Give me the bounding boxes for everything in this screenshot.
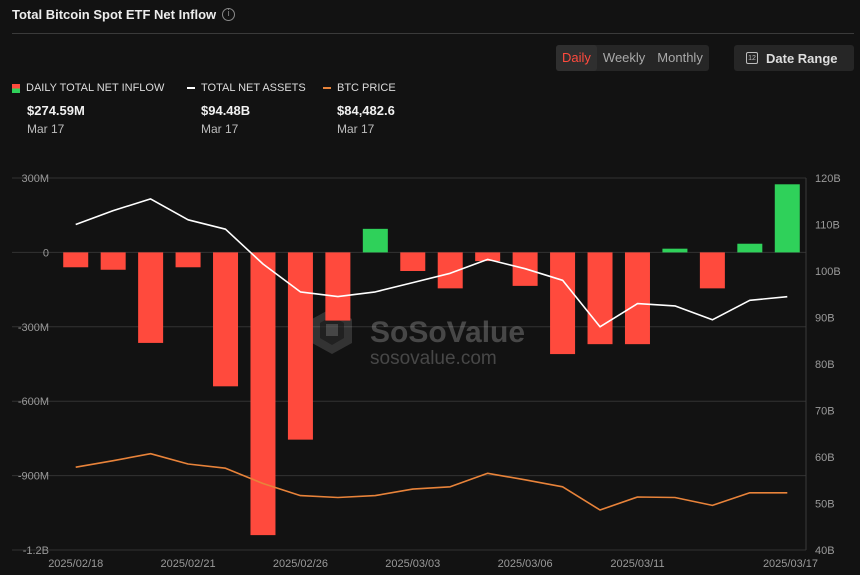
- legend-date: Mar 17: [337, 122, 375, 136]
- legend-item-net-assets[interactable]: TOTAL NET ASSETS $94.48B Mar 17: [187, 82, 306, 136]
- x-tick-label: 2025/03/06: [498, 558, 553, 570]
- x-axis-ticks: 2025/02/18 2025/02/21 2025/02/26 2025/03/03…: [48, 558, 818, 570]
- chart-header: Total Bitcoin Spot ETF Net Inflow i: [12, 7, 236, 22]
- inflow-bar: [213, 252, 239, 387]
- inflow-bar: [737, 243, 763, 253]
- inflow-bars: [63, 184, 800, 536]
- chart-title: Total Bitcoin Spot ETF Net Inflow: [12, 7, 217, 22]
- inflow-bar: [550, 252, 576, 355]
- header-divider: [12, 33, 854, 34]
- x-tick-label: 2025/03/11: [610, 558, 664, 570]
- legend-item-inflow[interactable]: DAILY TOTAL NET INFLOW $274.59M Mar 17: [12, 82, 164, 136]
- series-lines: [75, 198, 788, 511]
- inflow-bar: [475, 252, 501, 262]
- net-assets-line: [75, 198, 788, 328]
- inflow-bar: [138, 252, 164, 343]
- legend-value: $84,482.6: [337, 103, 395, 118]
- x-tick-label: 2025/03/17: [763, 558, 818, 570]
- x-tick-label: 2025/02/21: [161, 558, 216, 570]
- date-range-button[interactable]: 12 Date Range: [734, 45, 854, 71]
- left-tick-label: -900M: [18, 471, 49, 483]
- legend-name: DAILY TOTAL NET INFLOW: [26, 82, 165, 94]
- right-tick-label: 100B: [815, 266, 841, 278]
- inflow-bar: [587, 252, 613, 345]
- info-icon[interactable]: i: [222, 8, 236, 21]
- inflow-swatch: [12, 83, 20, 93]
- btc-price-swatch: [323, 87, 331, 89]
- inflow-bar: [100, 252, 126, 270]
- tab-weekly[interactable]: Weekly: [602, 50, 646, 65]
- legend-name: TOTAL NET ASSETS: [201, 82, 306, 94]
- watermark: SoSoValue sosovalue.com: [312, 308, 525, 369]
- right-tick-label: 80B: [815, 359, 835, 371]
- inflow-bar: [662, 248, 688, 253]
- chart-legend: DAILY TOTAL NET INFLOW $274.59M Mar 17 T…: [0, 82, 860, 142]
- inflow-bar: [362, 228, 388, 253]
- legend-date: Mar 17: [201, 122, 239, 136]
- btc-price-line: [75, 452, 788, 511]
- x-tick-label: 2025/03/03: [385, 558, 440, 570]
- legend-date: Mar 17: [27, 122, 65, 136]
- inflow-bar: [175, 252, 201, 268]
- left-tick-label: -1.2B: [23, 545, 49, 557]
- legend-value: $94.48B: [201, 103, 251, 118]
- inflow-bar: [699, 252, 725, 289]
- date-range-label: Date Range: [766, 50, 838, 66]
- left-tick-label: 300M: [21, 173, 49, 185]
- inflow-bar: [774, 184, 800, 253]
- x-tick-label: 2025/02/18: [48, 558, 103, 570]
- tab-daily[interactable]: Daily: [556, 45, 597, 71]
- right-tick-label: 50B: [815, 499, 835, 511]
- tab-monthly[interactable]: Monthly: [657, 50, 703, 65]
- left-tick-label: -300M: [18, 322, 49, 334]
- legend-name: BTC PRICE: [337, 82, 396, 94]
- watermark-site: sosovalue.com: [370, 348, 497, 369]
- right-tick-label: 60B: [815, 452, 835, 464]
- inflow-bar: [624, 252, 650, 345]
- inflow-bar: [63, 252, 89, 268]
- x-tick-label: 2025/02/26: [273, 558, 328, 570]
- inflow-bar: [287, 252, 313, 440]
- legend-value: $274.59M: [27, 103, 85, 118]
- right-tick-label: 90B: [815, 313, 835, 325]
- left-tick-label: -600M: [18, 396, 49, 408]
- right-tick-label: 70B: [815, 406, 835, 418]
- net-assets-swatch: [187, 87, 195, 89]
- period-tabs: Daily Weekly Monthly: [556, 45, 709, 71]
- right-tick-label: 120B: [815, 173, 841, 185]
- left-tick-label: 0: [43, 247, 49, 259]
- calendar-icon: 12: [746, 52, 758, 64]
- left-axis-ticks: 300M 0 -300M -600M -900M -1.2B: [18, 173, 49, 557]
- inflow-bar: [400, 252, 426, 271]
- right-axis-ticks: 120B 110B 100B 90B 80B 70B 60B 50B 40B: [805, 173, 841, 557]
- legend-item-btc-price[interactable]: BTC PRICE $84,482.6 Mar 17: [323, 82, 396, 136]
- inflow-bar: [325, 252, 351, 321]
- watermark-brand: SoSoValue: [370, 316, 525, 349]
- right-tick-label: 40B: [815, 545, 835, 557]
- inflow-bar: [250, 252, 276, 536]
- right-tick-label: 110B: [815, 220, 840, 232]
